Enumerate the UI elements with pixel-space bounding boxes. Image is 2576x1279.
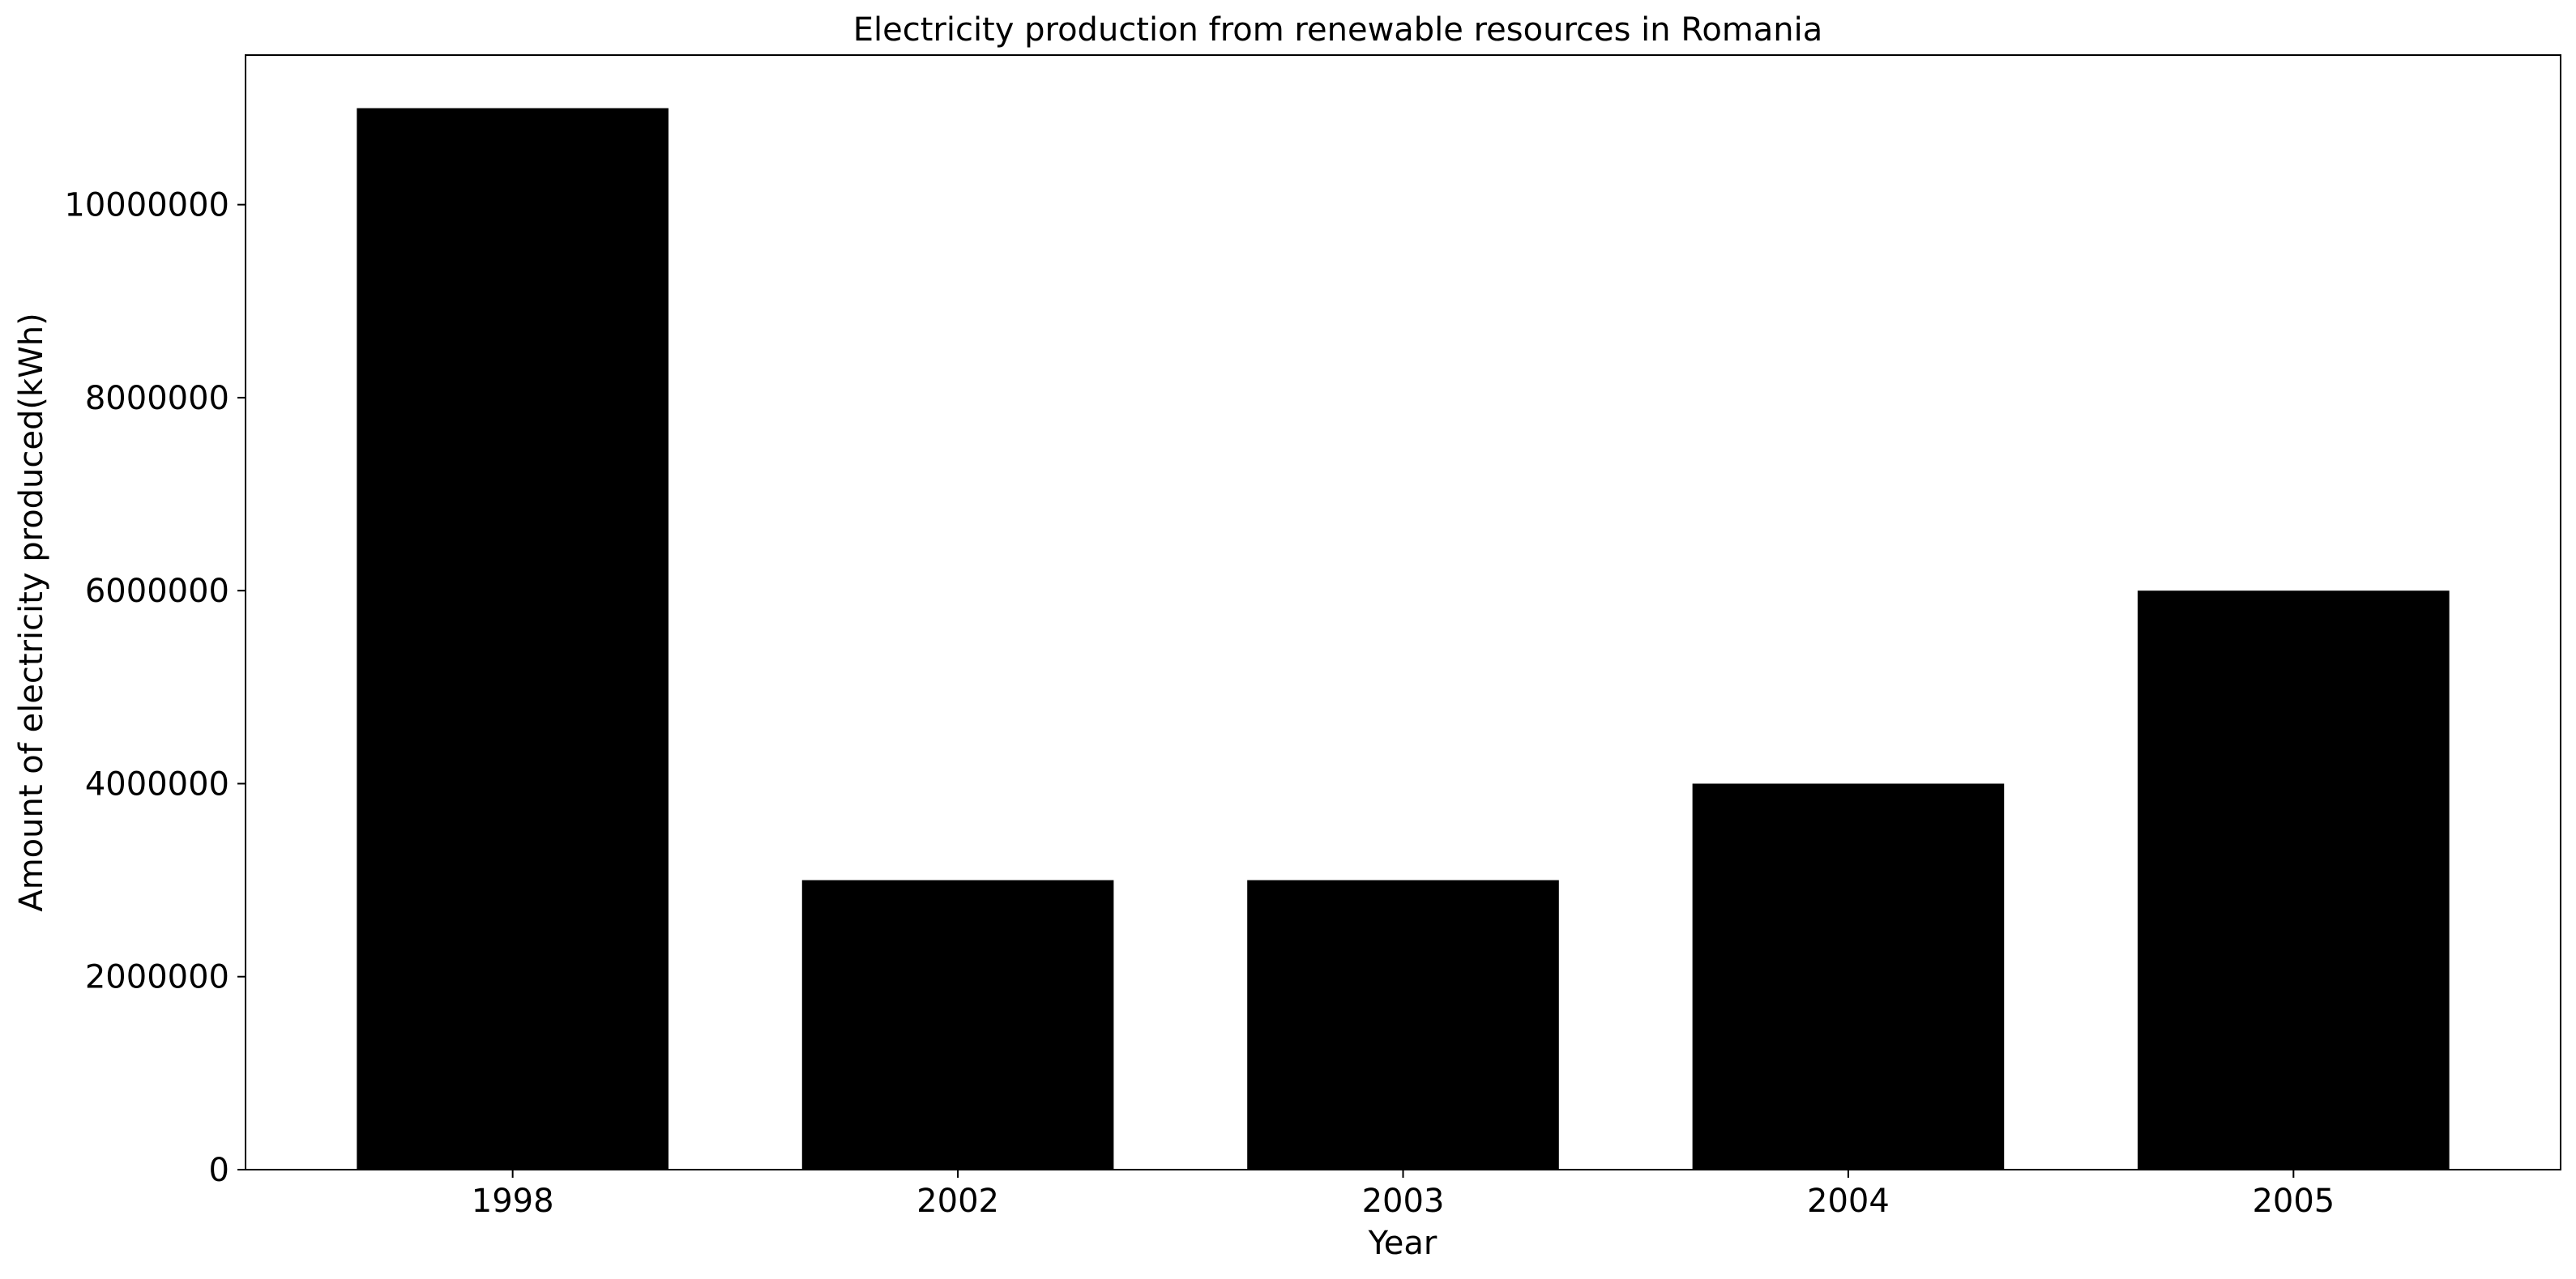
x-tick-label: 1998 [472,1183,554,1220]
x-tick-label: 2002 [916,1183,999,1220]
bar-2005 [2138,590,2450,1170]
y-tick-label: 0 [209,1152,229,1189]
bar-2002 [801,880,1114,1170]
x-axis-ticks: 1998 2002 2003 2004 2005 [472,1170,2335,1220]
x-axis-label: Year [1368,1225,1438,1262]
x-tick-label: 2004 [1807,1183,1890,1220]
y-axis-ticks: 0 2000000 4000000 6000000 8000000 10000000 [64,187,246,1189]
bar-2004 [1692,783,2005,1170]
bar-2003 [1247,880,1559,1170]
y-tick-label: 2000000 [85,959,229,996]
bar-1998 [357,108,669,1170]
x-tick-label: 2005 [2252,1183,2335,1220]
chart-title: Electricity production from renewable re… [853,11,1823,49]
y-tick-label: 8000000 [85,380,229,417]
y-tick-label: 6000000 [85,573,229,610]
bars-group [357,108,2450,1170]
y-tick-label: 10000000 [64,187,229,224]
y-tick-label: 4000000 [85,765,229,803]
x-tick-label: 2003 [1362,1183,1445,1220]
y-axis-label: Amount of electricity produced(kWh) [13,313,50,911]
